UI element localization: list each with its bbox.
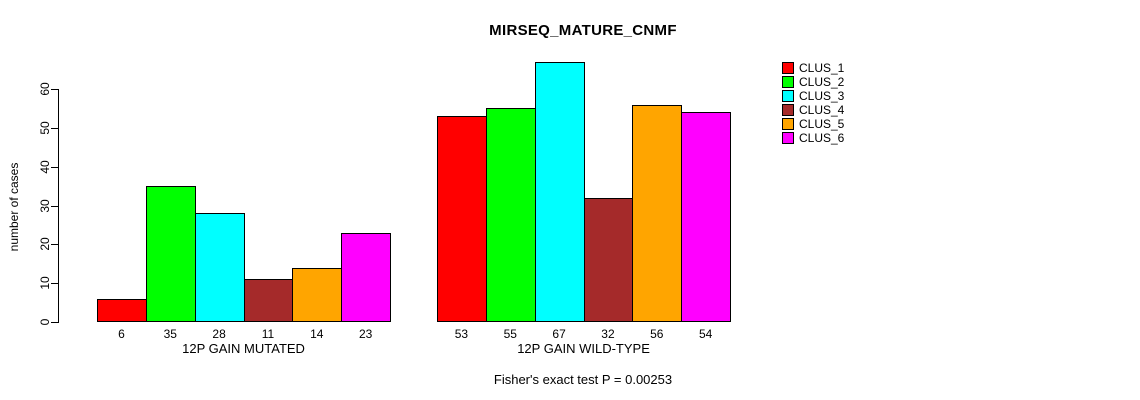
bar-value-label: 35	[163, 327, 177, 341]
y-axis-tick-label: 20	[38, 237, 52, 252]
legend-item: CLUS_6	[782, 131, 844, 145]
bar-group1-clus4	[243, 279, 294, 322]
bar-value-label: 67	[552, 327, 566, 341]
bar-group1-clus2	[145, 186, 196, 322]
bar-value-label: 11	[261, 327, 275, 341]
legend-item: CLUS_4	[782, 103, 844, 117]
bar-group1-clus6	[341, 232, 392, 322]
y-axis-line	[58, 89, 59, 323]
y-axis-tick	[51, 166, 58, 168]
bar-group2-clus2	[485, 108, 536, 322]
y-axis-label: number of cases	[7, 162, 21, 252]
chart-title: MIRSEQ_MATURE_CNMF	[489, 22, 677, 39]
y-axis-tick	[51, 127, 58, 129]
y-axis-tick-label: 30	[38, 198, 52, 213]
legend-label: CLUS_3	[799, 89, 845, 103]
bar-group2-clus6	[681, 112, 732, 322]
bar-value-label: 23	[358, 327, 373, 341]
bar-group1-clus3	[194, 213, 245, 322]
bar-value-label: 32	[601, 327, 615, 341]
legend-swatch-clus6	[782, 132, 794, 144]
y-axis-tick-label: 10	[38, 276, 52, 290]
y-axis-tick	[51, 322, 58, 323]
group-label: 12P GAIN MUTATED	[182, 341, 305, 356]
bar-value-label: 6	[118, 327, 125, 341]
footnote: Fisher's exact test P = 0.00253	[493, 372, 673, 387]
bar-value-label: 14	[310, 327, 324, 341]
y-axis-tick-label: 40	[38, 159, 52, 174]
bar-group2-clus4	[583, 197, 634, 322]
bar-group1-clus1	[97, 298, 147, 322]
bar-value-label: 56	[650, 327, 664, 341]
y-axis-tick	[51, 89, 58, 90]
legend-swatch-clus2	[782, 76, 794, 88]
legend: CLUS_1 CLUS_2 CLUS_3 CLUS_4 CLUS_5 CLUS_6	[782, 61, 844, 145]
y-axis-tick-label: 0	[38, 318, 52, 326]
bar-value-label: 53	[454, 327, 469, 341]
legend-swatch-clus4	[782, 104, 794, 116]
legend-label: CLUS_2	[799, 75, 845, 89]
legend-item: CLUS_3	[782, 89, 844, 103]
y-axis-tick	[51, 283, 58, 285]
bar-value-label: 28	[212, 327, 226, 341]
legend-swatch-clus1	[782, 62, 794, 74]
y-axis-tick-label: 60	[38, 82, 52, 96]
bar-group2-clus1	[437, 116, 487, 322]
legend-label: CLUS_6	[799, 131, 845, 145]
legend-label: CLUS_5	[799, 117, 845, 131]
group-label: 12P GAIN WILD-TYPE	[517, 341, 650, 356]
y-axis-tick-label: 50	[38, 121, 52, 135]
bar-group2-clus5	[632, 104, 683, 322]
legend-label: CLUS_1	[799, 61, 845, 75]
legend-item: CLUS_5	[782, 117, 844, 131]
bar-value-label: 55	[503, 327, 517, 341]
bar-group2-clus3	[534, 61, 585, 322]
legend-swatch-clus5	[782, 118, 794, 130]
legend-item: CLUS_1	[782, 61, 844, 75]
bar-value-label: 54	[698, 327, 713, 341]
bar-group1-clus5	[292, 267, 343, 322]
legend-item: CLUS_2	[782, 75, 844, 89]
y-axis-tick	[51, 205, 58, 207]
y-axis-tick	[51, 244, 58, 246]
legend-label: CLUS_4	[799, 103, 845, 117]
legend-swatch-clus3	[782, 90, 794, 102]
